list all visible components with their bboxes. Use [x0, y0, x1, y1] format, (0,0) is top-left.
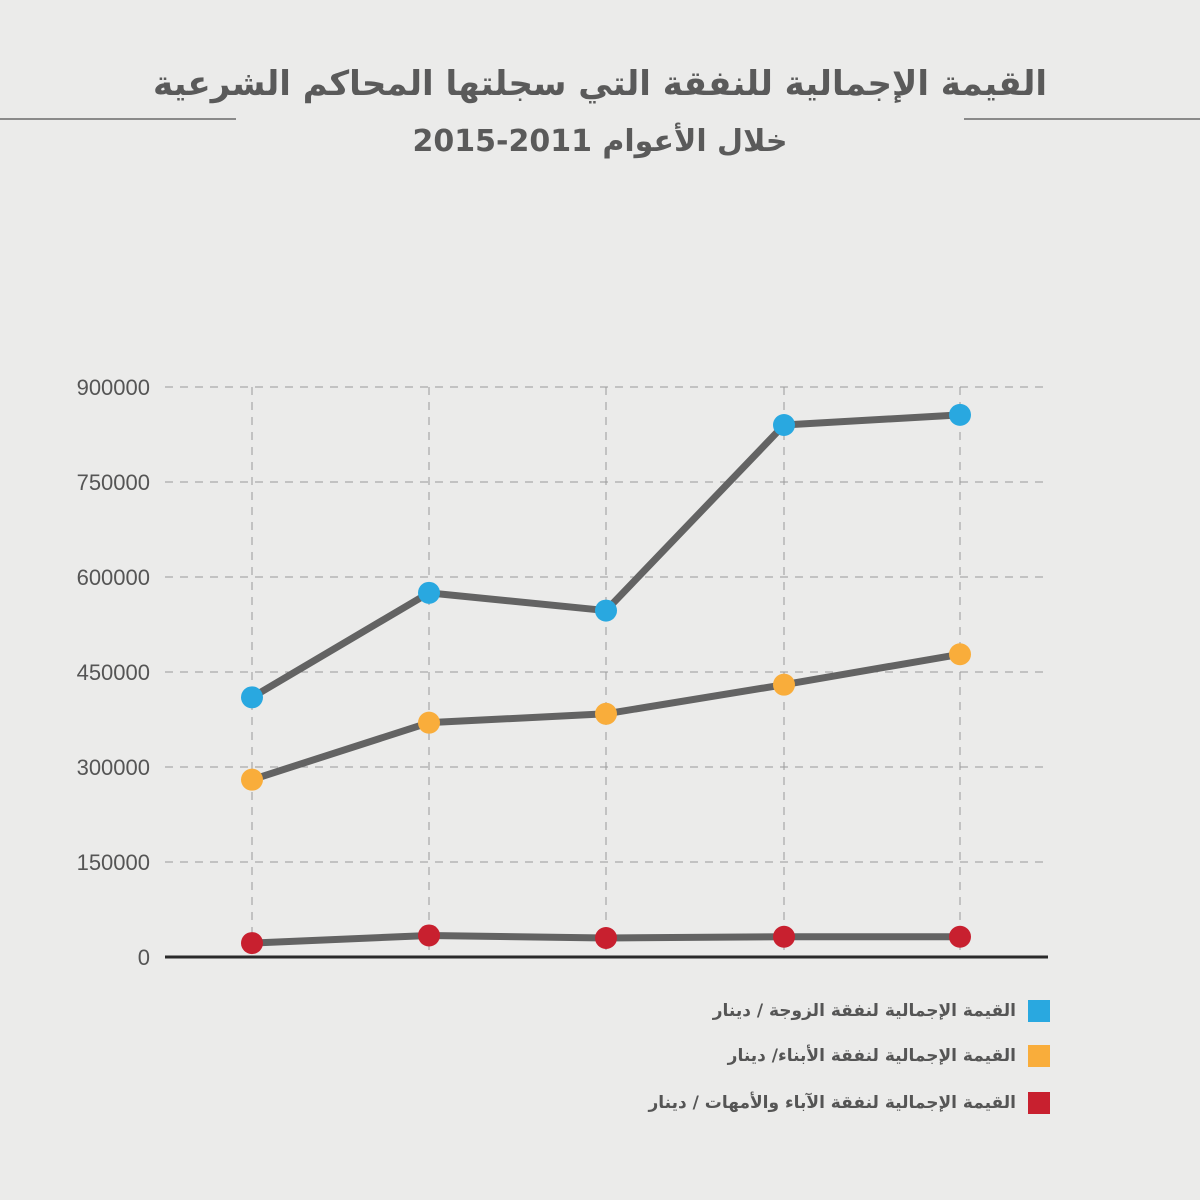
data-point-series-2	[949, 925, 971, 948]
chart-subtitle: خلال الأعوام 2011-2015	[412, 124, 788, 159]
legend-swatch-children	[1028, 1045, 1050, 1067]
y-tick-label: 0	[138, 945, 150, 970]
data-point-series-2	[595, 927, 617, 949]
data-point-series-2	[773, 925, 795, 948]
data-point-series-0	[949, 403, 971, 426]
legend-item-children: القيمة الإجمالية لنفقة الأبناء/ دينار	[600, 1045, 1050, 1067]
title-rule-left	[0, 118, 236, 120]
data-point-series-1	[595, 702, 617, 725]
legend-label-wife: القيمة الإجمالية لنفقة الزوجة / دينار	[712, 1001, 1016, 1021]
y-tick-label: 600000	[77, 565, 150, 590]
data-point-series-1	[418, 711, 440, 734]
y-tick-label: 900000	[77, 375, 150, 400]
y-tick-label: 300000	[77, 755, 150, 780]
title-rule-right	[964, 118, 1200, 120]
legend-item-wife: القيمة الإجمالية لنفقة الزوجة / دينار	[600, 1000, 1050, 1022]
y-tick-label: 450000	[77, 660, 150, 685]
chart-title: القيمة الإجمالية للنفقة التي سجلتها المح…	[152, 64, 1047, 104]
data-point-series-0	[773, 414, 795, 436]
data-point-series-0	[595, 599, 617, 622]
y-tick-label: 750000	[77, 470, 150, 495]
legend-item-parents: القيمة الإجمالية لنفقة الآباء والأمهات /…	[600, 1092, 1050, 1114]
data-point-series-2	[418, 924, 440, 947]
data-point-series-0	[418, 581, 440, 604]
data-point-series-1	[949, 643, 971, 666]
data-point-series-1	[773, 673, 795, 696]
y-tick-label: 150000	[77, 850, 150, 875]
data-point-series-0	[241, 686, 263, 709]
legend-label-children: القيمة الإجمالية لنفقة الأبناء/ دينار	[727, 1046, 1016, 1066]
data-point-series-2	[241, 932, 263, 955]
legend-swatch-parents	[1028, 1092, 1050, 1114]
data-point-series-1	[241, 768, 263, 791]
legend-swatch-wife	[1028, 1000, 1050, 1022]
legend-label-parents: القيمة الإجمالية لنفقة الآباء والأمهات /…	[648, 1093, 1017, 1113]
